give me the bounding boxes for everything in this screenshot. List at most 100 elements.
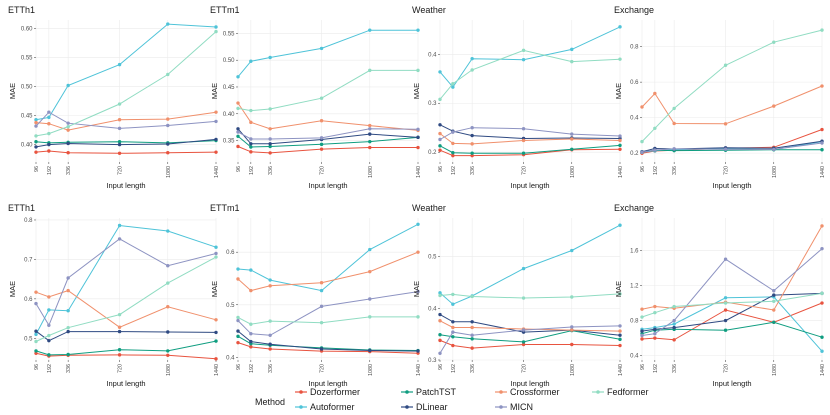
data-point-micn	[640, 150, 644, 154]
data-point-patchtst	[723, 328, 728, 332]
data-point-autoformer	[117, 62, 122, 67]
data-point-crossformer	[368, 123, 372, 128]
data-point-micn	[618, 134, 622, 138]
data-point-micn	[166, 264, 170, 268]
data-point-autoformer	[438, 291, 442, 295]
data-point-crossformer	[521, 138, 526, 143]
series-line-autoformer	[237, 223, 419, 292]
legend-key-point	[299, 390, 303, 394]
y-tick-label: 0.60	[21, 27, 33, 33]
data-point-patchtst	[618, 143, 622, 148]
data-point-micn	[820, 141, 824, 145]
data-point-patchtst	[570, 147, 574, 151]
data-point-dlinear	[438, 123, 442, 127]
data-point-dlinear	[47, 142, 51, 147]
data-point-micn	[236, 130, 240, 134]
series-line-dlinear	[641, 140, 823, 153]
y-tick-label: 0.8	[24, 218, 33, 224]
y-axis-label: MAE	[412, 83, 421, 99]
series-line-dlinear	[439, 124, 621, 140]
data-point-micn	[249, 137, 253, 141]
data-point-patchtst	[451, 335, 455, 339]
data-point-crossformer	[451, 141, 455, 146]
data-point-dlinear	[653, 327, 657, 332]
data-point-crossformer	[653, 304, 657, 309]
x-tick-label: 192	[47, 166, 53, 175]
data-point-micn	[66, 276, 70, 280]
data-point-fedformer	[820, 291, 824, 296]
data-point-dlinear	[470, 320, 474, 324]
x-tick-label: 720	[522, 166, 528, 175]
series-line-dozerformer	[237, 146, 418, 154]
data-point-crossformer	[820, 224, 824, 228]
data-point-micn	[319, 304, 324, 309]
y-tick-label: 0.5	[24, 336, 33, 342]
data-point-crossformer	[66, 288, 70, 293]
data-point-dozerformer	[236, 144, 240, 149]
data-point-patchtst	[117, 140, 122, 144]
x-tick-label: 96	[438, 364, 444, 370]
data-point-autoformer	[470, 56, 474, 61]
y-tick-label: 0.2	[630, 151, 639, 157]
data-point-crossformer	[368, 269, 372, 274]
data-point-fedformer	[117, 312, 122, 317]
data-point-dlinear	[47, 338, 51, 343]
data-point-autoformer	[66, 308, 70, 313]
data-point-dlinear	[214, 330, 218, 335]
data-point-dlinear	[236, 329, 240, 333]
series-line-autoformer	[35, 23, 217, 121]
data-point-fedformer	[521, 48, 526, 53]
x-tick-label: 96	[640, 364, 646, 370]
data-point-fedformer	[570, 59, 574, 64]
data-point-patchtst	[368, 139, 372, 144]
series-line-crossformer	[237, 102, 419, 131]
y-tick-label: 0.3	[428, 101, 437, 107]
y-tick-label: 0.4	[630, 116, 639, 122]
data-point-fedformer	[618, 57, 622, 61]
data-point-micn	[618, 324, 622, 328]
data-point-micn	[451, 330, 455, 334]
data-point-autoformer	[249, 59, 253, 63]
legend-label: PatchTST	[416, 387, 457, 397]
series-line-fedformer	[237, 69, 418, 112]
x-tick-label: 96	[34, 364, 40, 370]
data-point-micn	[268, 333, 272, 337]
data-point-micn	[570, 325, 574, 329]
x-tick-label: 96	[236, 364, 242, 370]
data-point-dozerformer	[820, 301, 824, 305]
data-point-crossformer	[416, 250, 420, 254]
series-line-crossformer	[439, 133, 621, 145]
data-point-crossformer	[34, 120, 38, 125]
data-point-micn	[653, 148, 657, 152]
series-line-crossformer	[439, 320, 621, 332]
data-point-dlinear	[249, 339, 253, 344]
data-point-crossformer	[214, 318, 218, 322]
data-point-crossformer	[438, 319, 442, 323]
data-point-dlinear	[319, 347, 324, 351]
data-point-crossformer	[570, 137, 574, 141]
data-point-patchtst	[438, 332, 442, 337]
data-point-dozerformer	[570, 342, 574, 347]
data-point-fedformer	[214, 29, 218, 34]
y-axis-label: MAE	[614, 83, 623, 99]
data-point-dozerformer	[117, 353, 122, 357]
x-tick-label: 192	[451, 166, 457, 175]
data-point-fedformer	[34, 134, 38, 138]
data-point-fedformer	[47, 131, 51, 136]
data-point-dlinear	[438, 312, 442, 317]
x-axis-label: Input length	[308, 379, 347, 388]
series-line-micn	[35, 238, 217, 327]
legend-title: Method	[255, 397, 285, 407]
data-point-dlinear	[166, 330, 170, 334]
series-line-autoformer	[439, 224, 621, 305]
data-point-dozerformer	[640, 337, 644, 341]
data-point-micn	[672, 147, 676, 151]
x-tick-label: 720	[118, 364, 124, 373]
series-line-crossformer	[237, 251, 419, 292]
series-line-fedformer	[35, 31, 217, 137]
x-tick-label: 336	[470, 364, 476, 373]
panel-8: Exchange 0.4 0.8 1.2 1.6 96 192 336 720 1080 1440 I…	[614, 203, 826, 388]
data-point-dozerformer	[416, 145, 420, 150]
data-point-fedformer	[521, 296, 526, 300]
x-axis-label: Input length	[712, 181, 751, 190]
